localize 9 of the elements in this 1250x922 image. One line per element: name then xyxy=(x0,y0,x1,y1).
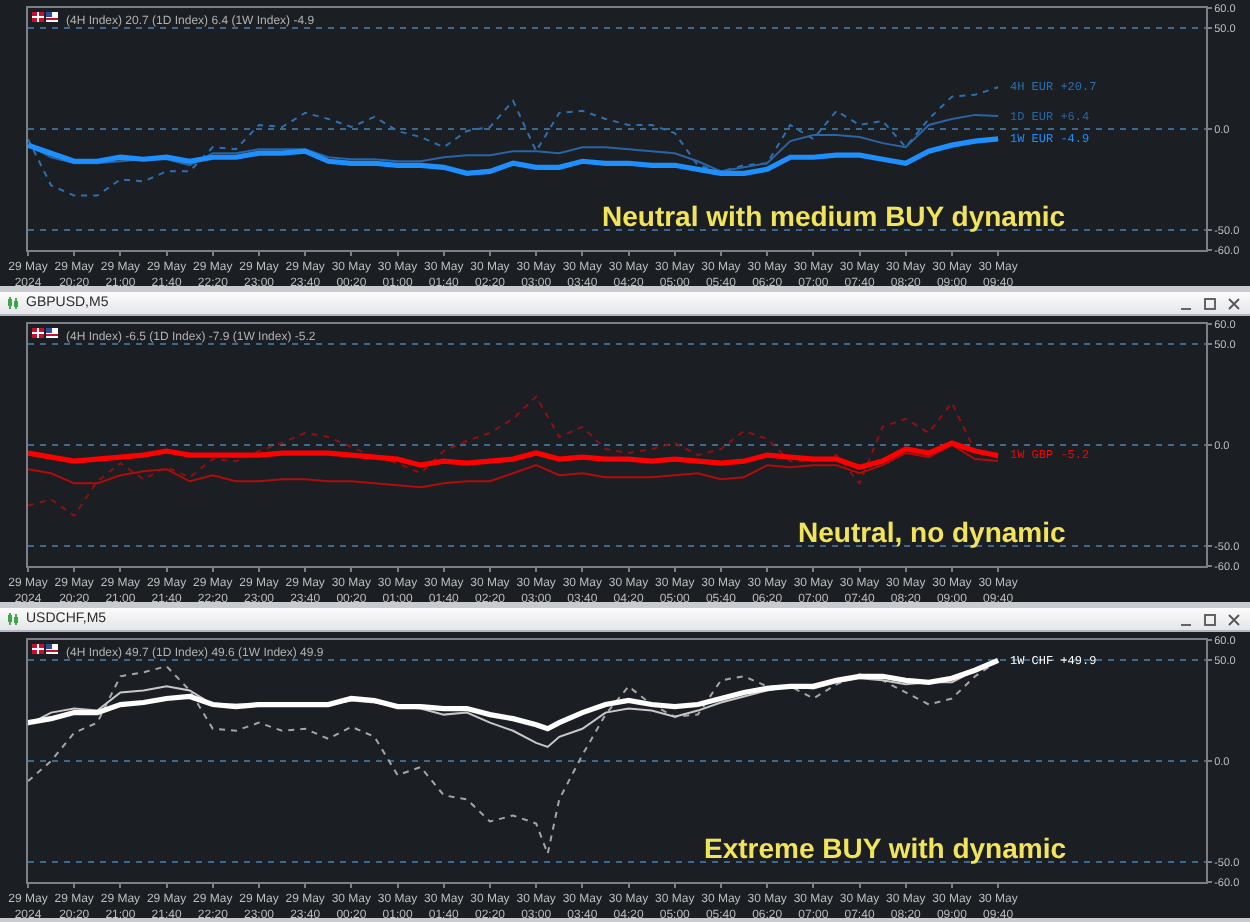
line-series xyxy=(28,440,1001,470)
line-series xyxy=(28,395,1000,517)
line-series xyxy=(28,136,1001,176)
annotation: Neutral with medium BUY dynamic xyxy=(602,200,1066,232)
line-series xyxy=(28,86,1000,197)
annotation: Extreme BUY with dynamic xyxy=(704,832,1067,864)
annotation: Neutral, no dynamic xyxy=(798,516,1067,548)
line-series xyxy=(28,444,1000,489)
line-series xyxy=(28,657,1001,732)
